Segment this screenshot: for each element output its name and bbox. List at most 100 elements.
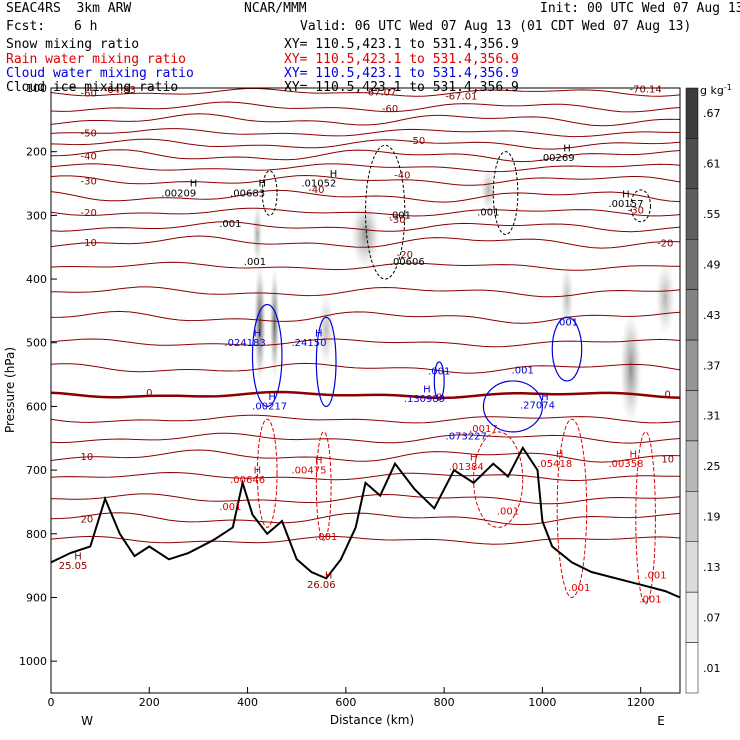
- contour-label-33: H: [315, 328, 323, 339]
- colorbar-swatch-7: [685, 440, 699, 492]
- shading-blob-3: [480, 167, 497, 213]
- y-tick-label-3: 400: [26, 273, 47, 286]
- contour-label-63: 25.05: [59, 561, 88, 572]
- contour-label-16: H: [190, 179, 198, 190]
- contour-label-10: -20: [397, 250, 413, 261]
- temperature-label-3: -30: [80, 176, 96, 187]
- cloudwater-contour-4: [551, 316, 583, 382]
- y-tick-label-0: 100: [26, 82, 47, 95]
- contour-label-29: H: [622, 190, 630, 201]
- temperature-contour-12: [51, 261, 680, 271]
- temperature-contour-4: [51, 138, 680, 150]
- colorbar-unit: g kg-1: [700, 83, 732, 97]
- colorbar-label-11: .01: [703, 662, 721, 675]
- shading-blob-6: [560, 263, 574, 334]
- rain-contour-1: [315, 431, 332, 541]
- colorbar-swatch-11: [685, 642, 699, 694]
- contour-label-54: H: [630, 449, 638, 460]
- zero-isotherm: [51, 390, 680, 400]
- contour-label-28: .00269: [540, 153, 575, 164]
- contour-label-53: .05418: [537, 459, 572, 470]
- temperature-contour-2: [51, 113, 680, 127]
- x-tick-label-4: 800: [434, 696, 455, 709]
- contour-label-31: H: [254, 328, 262, 339]
- contour-label-24: .001: [389, 211, 411, 222]
- contour-label-35: .001: [428, 367, 450, 378]
- temperature-contour-21: [51, 471, 680, 482]
- temperature-label-5: -10: [80, 238, 96, 249]
- temperature-contour-5: [51, 149, 680, 163]
- contour-label-39: .00217: [252, 402, 287, 413]
- x-tick-label-0: 0: [48, 696, 55, 709]
- contour-label-48: H: [254, 465, 262, 476]
- contour-label-60: .001: [644, 570, 666, 581]
- x-tick-label-3: 600: [335, 696, 356, 709]
- field-name-cloudwater: Cloud water mixing ratio: [6, 66, 194, 81]
- contour-label-46: H: [470, 453, 478, 464]
- contour-label-0: -64.83: [104, 85, 136, 96]
- contour-label-12: 0: [146, 388, 152, 399]
- contour-label-36: H: [423, 384, 431, 395]
- shading-blob-4: [620, 310, 642, 426]
- colorbar: .67 .61 .55 .49 .43 .37 .31 .25 .19 .13 .07 .01: [685, 87, 721, 694]
- contour-label-37: .130989: [404, 394, 445, 405]
- contour-label-34: .24150: [291, 338, 326, 349]
- contour-label-45: .0017: [469, 424, 498, 435]
- contour-label-27: H: [563, 144, 571, 155]
- contour-label-56: .001: [219, 502, 241, 513]
- contour-label-49: .00646: [230, 475, 265, 486]
- fcst-label: Fcst:: [6, 19, 46, 34]
- field-name-snow: Snow mixing ratio: [6, 37, 140, 52]
- temperature-contour-14: [51, 310, 680, 324]
- temperature-contour-22: [51, 493, 680, 505]
- snow-contour-2: [492, 151, 519, 235]
- x-tick-label-5: 1000: [528, 696, 556, 709]
- contour-label-14: 0: [665, 390, 671, 401]
- contour-label-38: H: [268, 392, 276, 403]
- contour-label-5: -50: [409, 136, 425, 147]
- y-tick-label-9: 1000: [19, 655, 47, 668]
- colorbar-label-2: .55: [703, 208, 721, 221]
- field-xy-cloudice: XY= 110.5,423.1 to 531.4,356.9: [284, 80, 519, 95]
- contour-label-50: H: [315, 456, 323, 467]
- contour-label-30: .00157: [608, 199, 643, 210]
- contour-label-3: -70.14: [629, 84, 661, 95]
- contour-label-61: .001: [639, 595, 661, 606]
- temperature-contour-3: [51, 128, 680, 138]
- temperature-contour-11: [51, 235, 680, 249]
- contour-label-19: .00683: [230, 188, 265, 199]
- contour-label-1: -67.07: [364, 88, 396, 99]
- shading-blob-7: [318, 291, 335, 369]
- cloudwater-contour-1: [315, 316, 337, 408]
- contour-label-2: -67.01: [445, 91, 477, 102]
- y-tick-label-6: 700: [26, 464, 47, 477]
- contour-label-22: H: [330, 169, 338, 180]
- fcst-value: 6 h: [74, 19, 98, 34]
- mixing-ratio-shading: [252, 167, 676, 426]
- snow-contour-1: [365, 144, 406, 280]
- contour-label-43: .001: [556, 318, 578, 329]
- init-time: Init: 00 UTC Wed 07 Aug 13: [540, 1, 740, 16]
- contour-label-20: .001: [219, 219, 241, 230]
- y-tick-label-8: 900: [26, 591, 47, 604]
- colorbar-label-0: .67: [703, 107, 721, 120]
- temperature-contour-7: [51, 174, 680, 186]
- contour-label-6: -40: [394, 170, 410, 181]
- temperature-contour-13: [51, 286, 680, 298]
- contour-label-55: .00358: [608, 459, 643, 470]
- colorbar-swatch-2: [685, 188, 699, 240]
- org-label: NCAR/MMM: [244, 1, 307, 16]
- temperature-contour-15: [51, 338, 680, 348]
- shading-blob-2: [350, 199, 381, 270]
- axes: 0 200 400 600 800 1000 12001002003004005006007…: [19, 82, 655, 709]
- cloudwater-contour-3: [482, 380, 544, 433]
- contour-label-44: .073227: [446, 432, 487, 443]
- shading-blob-5: [655, 259, 676, 337]
- colorbar-label-7: .25: [703, 460, 721, 473]
- contour-label-9: -30: [628, 205, 644, 216]
- snow-contour-3: [630, 189, 652, 223]
- colorbar-label-9: .13: [703, 561, 721, 574]
- colorbar-label-10: .07: [703, 611, 721, 624]
- y-tick-label-4: 500: [26, 337, 47, 350]
